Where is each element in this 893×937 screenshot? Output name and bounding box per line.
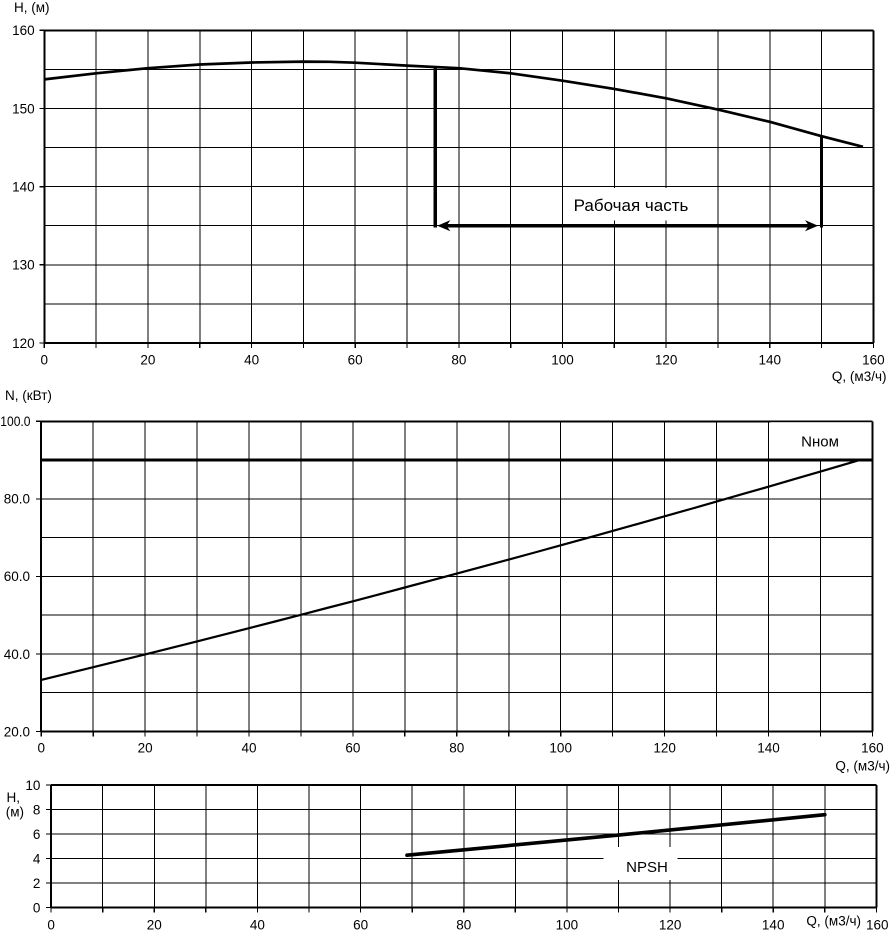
svg-text:0: 0	[47, 918, 55, 933]
svg-text:20: 20	[138, 741, 153, 756]
svg-text:80.0: 80.0	[4, 492, 30, 507]
svg-text:Q, (м3/ч): Q, (м3/ч)	[832, 369, 887, 384]
svg-text:160: 160	[12, 23, 35, 38]
svg-text:40: 40	[241, 741, 256, 756]
svg-text:80: 80	[456, 918, 471, 933]
svg-text:6: 6	[33, 827, 41, 842]
svg-text:40: 40	[244, 353, 259, 368]
svg-text:140: 140	[12, 180, 35, 195]
svg-text:Nном: Nном	[801, 433, 839, 450]
svg-text:H,: H,	[7, 790, 21, 805]
svg-text:(м): (м)	[6, 804, 24, 819]
svg-text:0: 0	[37, 741, 45, 756]
svg-text:40: 40	[250, 918, 265, 933]
svg-text:60: 60	[348, 353, 363, 368]
svg-text:10: 10	[25, 778, 40, 793]
svg-text:160: 160	[862, 353, 885, 368]
svg-text:130: 130	[12, 258, 35, 273]
svg-text:Рабочая часть: Рабочая часть	[574, 196, 689, 215]
svg-text:2: 2	[33, 876, 41, 891]
svg-text:120: 120	[659, 918, 682, 933]
svg-text:150: 150	[12, 101, 35, 116]
svg-text:N, (кВт): N, (кВт)	[5, 388, 52, 403]
svg-text:20: 20	[147, 918, 162, 933]
svg-text:4: 4	[33, 851, 41, 866]
svg-text:0: 0	[33, 900, 41, 915]
svg-text:H, (м): H, (м)	[14, 0, 50, 15]
svg-text:140: 140	[757, 741, 780, 756]
svg-text:20: 20	[140, 353, 155, 368]
svg-text:8: 8	[33, 802, 41, 817]
svg-text:100.0: 100.0	[0, 414, 30, 429]
svg-text:20.0: 20.0	[4, 724, 30, 739]
svg-text:0: 0	[41, 353, 49, 368]
svg-text:Q, (м3/ч): Q, (м3/ч)	[806, 914, 861, 929]
svg-text:60: 60	[353, 918, 368, 933]
svg-text:140: 140	[759, 353, 782, 368]
svg-text:60: 60	[345, 741, 360, 756]
svg-text:80: 80	[451, 353, 466, 368]
svg-text:120: 120	[653, 741, 676, 756]
svg-text:Q, (м3/ч): Q, (м3/ч)	[835, 759, 890, 774]
svg-text:120: 120	[12, 336, 35, 351]
svg-text:120: 120	[655, 353, 678, 368]
svg-text:100: 100	[556, 918, 579, 933]
svg-text:NPSH: NPSH	[626, 859, 668, 876]
svg-text:100: 100	[551, 353, 574, 368]
svg-text:160: 160	[866, 918, 889, 933]
svg-text:140: 140	[762, 918, 785, 933]
svg-text:40.0: 40.0	[4, 647, 30, 662]
svg-text:60.0: 60.0	[4, 569, 30, 584]
svg-text:160: 160	[861, 741, 884, 756]
svg-text:100: 100	[549, 741, 572, 756]
svg-text:80: 80	[449, 741, 464, 756]
